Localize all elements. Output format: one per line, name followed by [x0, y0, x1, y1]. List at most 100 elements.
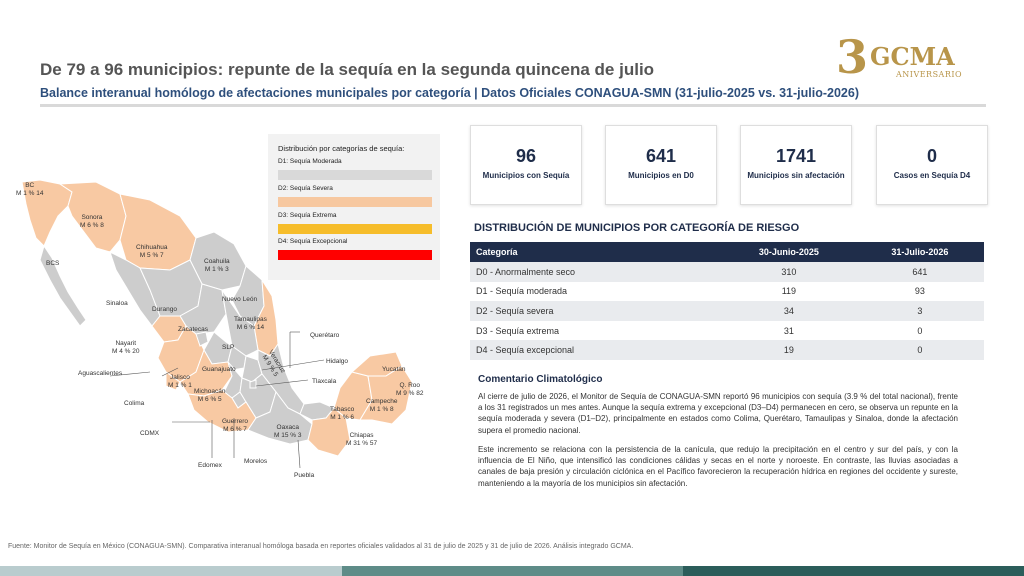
- source-footer: Fuente: Monitor de Sequía en México (CON…: [8, 543, 634, 550]
- label-tabasco: Tabasco M 1 % 6: [330, 406, 355, 421]
- table-cell: D0 - Anormalmente seco: [470, 262, 722, 282]
- legend-label-d2: D2: Sequía Severa: [278, 185, 333, 192]
- kpi-label: Municipios con Sequía: [482, 171, 570, 180]
- table-cell: 3: [855, 301, 984, 321]
- label-slp: SLP: [222, 344, 235, 351]
- table-cell: D1 - Sequía moderada: [470, 281, 722, 302]
- bottom-bar-segment-1: [0, 566, 342, 576]
- table-cell: 0: [855, 320, 984, 341]
- logo-numeral: 3: [836, 30, 869, 84]
- page-title: De 79 a 96 municipios: repunte de la seq…: [40, 60, 655, 79]
- legend-label-d4: D4: Sequía Excepcional: [278, 238, 348, 245]
- label-chiapas: Chiapas M 31 % 57: [346, 432, 378, 447]
- commentary-title: Comentario Climatológico: [478, 374, 603, 385]
- label-nayarit: Nayarit M 4 % 20: [112, 340, 140, 355]
- table-row: D4 - Sequía excepcional 19 0: [470, 340, 984, 360]
- state-sonora: [58, 181, 127, 253]
- label-aguascalientes: Aguascalientes: [78, 370, 123, 377]
- state-quintana-roo: [359, 365, 413, 425]
- state-bc: [21, 179, 73, 247]
- label-tamaulipas: Tamaulipas M 6 % 14: [234, 316, 267, 331]
- label-tlaxcala: Tlaxcala: [312, 378, 337, 385]
- column-header: 30-Junio-2025: [722, 242, 856, 262]
- table-cell: 34: [722, 301, 856, 321]
- legend-swatch-d1: [278, 170, 432, 180]
- label-bc: BC M 1 % 14: [16, 182, 44, 197]
- mexico-drought-map: BC M 1 % 14 BCS Sonora M 6 % 8 Chihuahua M …: [0, 120, 460, 480]
- kpi-card-casos-d4: 0 Casos en Sequía D4: [876, 125, 988, 205]
- table-title: DISTRIBUCIÓN DE MUNICIPIOS POR CATEGORÍA…: [474, 222, 800, 234]
- label-edomex: Edomex: [198, 462, 222, 469]
- label-oaxaca: Oaxaca M 15 % 3: [274, 424, 302, 439]
- legend-label-d1: D1: Sequía Moderada: [278, 158, 342, 165]
- label-guanajuato: Guanajuato: [202, 366, 236, 373]
- map-svg: [21, 179, 413, 469]
- state-colima: [165, 371, 181, 391]
- legend-swatch-d2: [278, 197, 432, 207]
- table-cell: D2 - Sequía severa: [470, 301, 722, 321]
- label-sonora: Sonora M 6 % 8: [80, 214, 104, 229]
- table-cell: 93: [855, 281, 984, 302]
- logo-tagline: ANIVERSARIO: [896, 70, 963, 79]
- kpi-value: 96: [515, 146, 537, 166]
- label-yucatan: Yucatán: [382, 366, 406, 373]
- kpi-label: Casos en Sequía D4: [893, 171, 971, 180]
- table-row: D3 - Sequía extrema 31 0: [470, 320, 984, 341]
- kpi-value: 1741: [775, 146, 817, 166]
- label-puebla: Puebla: [294, 472, 315, 479]
- label-coahuila: Coahuila M 1 % 3: [204, 258, 230, 273]
- table-cell: 119: [722, 281, 856, 302]
- gcma-logo: 3 GCMA ANIVERSARIO: [836, 30, 966, 84]
- kpi-value: 641: [645, 146, 677, 166]
- label-colima: Colima: [124, 400, 145, 407]
- label-zacatecas: Zacatecas: [178, 326, 208, 333]
- table-cell: 641: [855, 262, 984, 282]
- legend-title: Distribución por categorías de sequía:: [278, 144, 405, 153]
- legend-label-d3: D3: Sequía Extrema: [278, 212, 337, 219]
- label-jalisco: Jalisco M 1 % 1: [168, 374, 192, 389]
- label-queretaro: Querétaro: [310, 332, 340, 339]
- label-morelos: Morelos: [244, 458, 268, 465]
- label-guerrero: Guerrero M 6 % 7: [222, 418, 249, 433]
- logo-name: GCMA: [870, 42, 955, 71]
- page-subtitle: Balance interanual homólogo de afectacio…: [40, 86, 859, 100]
- table-cell: D3 - Sequía extrema: [470, 320, 722, 341]
- label-durango: Durango: [152, 306, 177, 313]
- commentary-paragraph-2: Este incremento se relaciona con la pers…: [478, 445, 958, 488]
- label-bcs: BCS: [46, 260, 60, 267]
- column-header: 31-Julio-2026: [855, 242, 984, 262]
- distribution-table: Categoría 30-Junio-2025 31-Julio-2026 D0…: [470, 242, 984, 360]
- bottom-bar-segment-2: [342, 566, 683, 576]
- kpi-card-municipios-sequia: 96 Municipios con Sequía: [470, 125, 582, 205]
- kpi-card-municipios-d0: 641 Municipios en D0: [605, 125, 717, 205]
- kpi-label: Municipios sin afectación: [747, 171, 845, 180]
- drought-legend: Distribución por categorías de sequía: D…: [268, 134, 440, 280]
- state-queretaro: [227, 345, 247, 371]
- state-bcs: [39, 244, 87, 327]
- state-slp: [221, 289, 259, 357]
- legend-swatch-d3: [278, 224, 432, 234]
- label-cdmx: CDMX: [140, 430, 160, 437]
- table-row: D1 - Sequía moderada 119 93: [470, 281, 984, 302]
- label-sinaloa: Sinaloa: [106, 300, 128, 307]
- table-cell: 31: [722, 320, 856, 341]
- label-hidalgo: Hidalgo: [326, 358, 349, 365]
- label-michoacan: Michoacán M 6 % 5: [194, 388, 226, 403]
- table-header-row: Categoría 30-Junio-2025 31-Julio-2026: [470, 242, 984, 262]
- kpi-value: 0: [926, 146, 937, 166]
- label-chihuahua: Chihuahua M 5 % 7: [136, 244, 168, 259]
- kpi-label: Municipios en D0: [628, 171, 694, 180]
- table-row: D2 - Sequía severa 34 3: [470, 301, 984, 321]
- column-header: Categoría: [470, 242, 722, 262]
- bottom-bar-segment-3: [683, 566, 1024, 576]
- label-campeche: Campeche M 1 % 8: [366, 398, 398, 413]
- header-divider: [40, 104, 986, 107]
- commentary-paragraph-1: Al cierre de julio de 2026, el Monitor d…: [478, 392, 958, 435]
- kpi-card-sin-afectacion: 1741 Municipios sin afectación: [740, 125, 852, 205]
- label-nuevo-leon: Nuevo León: [222, 296, 258, 303]
- table-row: D0 - Anormalmente seco 310 641: [470, 262, 984, 282]
- label-qroo: Q. Roo M 9 % 82: [396, 382, 424, 397]
- table-cell: 310: [722, 262, 856, 282]
- state-tlaxcala: [249, 379, 257, 389]
- state-guerrero: [187, 389, 257, 433]
